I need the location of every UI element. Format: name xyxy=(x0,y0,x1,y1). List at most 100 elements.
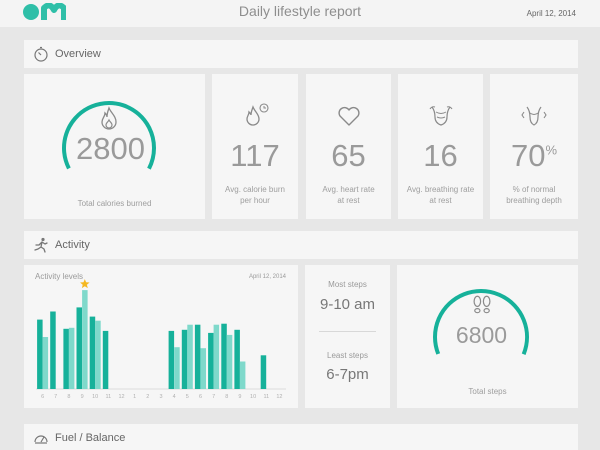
breathing-rate-value: 16 xyxy=(423,138,458,173)
report-date: April 12, 2014 xyxy=(526,9,576,18)
breathing-depth-number: 70 xyxy=(510,138,546,173)
calorie-burn-value: 117 xyxy=(230,138,280,173)
heart-rate-value: 65 xyxy=(331,138,366,173)
page-title: Daily lifestyle report xyxy=(238,3,362,19)
calories-value: 2800 xyxy=(76,131,145,166)
activity-bar[interactable] xyxy=(76,307,83,389)
hour-tick-label: 7 xyxy=(54,394,57,400)
calorie-burn-label-line1: Avg. calorie burn xyxy=(225,185,285,194)
hour-tick-label: 1 xyxy=(133,394,136,400)
overview-title: Overview xyxy=(55,48,101,60)
activity-bar[interactable] xyxy=(95,320,101,389)
most-steps-value: 9-10 am xyxy=(319,296,376,313)
activity-bar[interactable] xyxy=(37,319,43,389)
breathing-depth-value: 70% xyxy=(490,138,578,174)
footprints-icon xyxy=(473,295,491,314)
activity-bar[interactable] xyxy=(200,348,207,389)
activity-title: Activity xyxy=(55,239,90,251)
calories-label: Total calories burned xyxy=(77,199,152,208)
hour-tick-label: 10 xyxy=(250,394,256,400)
activity-bar[interactable] xyxy=(181,329,188,389)
fuel-balance-header[interactable]: Fuel / Balance xyxy=(24,424,578,450)
total-steps-card: 6800 Total steps xyxy=(397,265,578,408)
total-steps-label: Total steps xyxy=(468,387,507,396)
heart-rate-label-line2: at rest xyxy=(337,196,360,205)
total-steps-value: 6800 xyxy=(455,322,508,348)
hour-tick-label: 11 xyxy=(263,394,269,400)
activity-bar[interactable] xyxy=(213,324,220,389)
breathing-rate-label-line2: at rest xyxy=(429,196,452,205)
hour-tick-label: 7 xyxy=(212,394,215,400)
om-logo xyxy=(23,3,66,20)
top-bar: Daily lifestyle report April 12, 2014 xyxy=(0,0,600,27)
activity-header[interactable]: Activity xyxy=(24,231,578,259)
activity-bar[interactable] xyxy=(63,328,69,389)
activity-bar[interactable] xyxy=(187,324,193,389)
hour-tick-label: 6 xyxy=(41,394,44,400)
activity-bar[interactable] xyxy=(68,327,75,389)
calories-ring xyxy=(62,101,157,195)
steps-ring xyxy=(433,289,530,385)
hour-tick-label: 4 xyxy=(173,394,176,400)
activity-bar[interactable] xyxy=(50,311,56,390)
breathing-rate-label: Avg. breathing rate at rest xyxy=(404,184,477,206)
hour-tick-label: 12 xyxy=(276,394,282,400)
star-icon xyxy=(80,279,90,289)
chart-title: Activity levels xyxy=(35,272,84,281)
chart-date: April 12, 2014 xyxy=(248,274,286,280)
activity-bar[interactable] xyxy=(89,316,96,389)
runner-icon xyxy=(34,237,48,253)
chest-expand-icon xyxy=(521,106,547,126)
activity-chart-card: Activity levels April 12, 2014 6 7 8 9 10 11 1… xyxy=(24,265,298,408)
calories-card: 2800 Total calories burned xyxy=(24,74,205,219)
heart-rate-label: Avg. heart rate at rest xyxy=(312,184,385,206)
activity-bar[interactable] xyxy=(168,330,175,389)
most-steps-label: Most steps xyxy=(328,280,367,289)
hour-tick-label: 5 xyxy=(186,394,189,400)
activity-bar[interactable] xyxy=(174,347,180,389)
calorie-burn-label: Avg. calorie burn per hour xyxy=(218,184,292,206)
stat-card-calorie-burn: 117 Avg. calorie burn per hour xyxy=(212,74,298,219)
heart-rate-label-line1: Avg. heart rate xyxy=(322,185,375,194)
hour-tick-label: 8 xyxy=(67,394,70,400)
activity-bar[interactable] xyxy=(194,324,201,389)
hour-tick-label: 3 xyxy=(159,394,162,400)
hour-tick-label: 8 xyxy=(225,394,228,400)
least-steps-label: Least steps xyxy=(327,351,368,360)
steps-divider xyxy=(319,331,376,332)
least-steps-value: 6-7pm xyxy=(326,366,369,383)
activity-bar[interactable] xyxy=(221,323,227,389)
hour-tick-label: 9 xyxy=(238,394,241,400)
activity-bar[interactable] xyxy=(208,332,214,389)
breathing-depth-label-line2: breathing depth xyxy=(506,196,562,205)
breathing-rate-label-line1: Avg. breathing rate xyxy=(406,185,475,194)
hour-tick-label: 9 xyxy=(81,394,84,400)
activity-bar[interactable] xyxy=(102,330,109,389)
heart-icon xyxy=(337,106,360,126)
gauge-icon xyxy=(34,435,48,444)
stat-card-breathing-rate: 16 Avg. breathing rate at rest xyxy=(398,74,483,219)
activity-bar[interactable] xyxy=(260,355,267,389)
activity-bar[interactable] xyxy=(239,361,246,390)
activity-bar[interactable] xyxy=(42,337,49,389)
activity-bar[interactable] xyxy=(234,329,240,389)
stat-card-breathing-depth: 70% % of normal breathing depth xyxy=(490,74,578,219)
activity-bar[interactable] xyxy=(82,290,88,389)
fuel-balance-title: Fuel / Balance xyxy=(55,432,126,444)
activity-bar-chart: 6 7 8 9 10 11 12 1 2 3 4 5 6 7 8 9 10 11 12 xyxy=(36,279,286,400)
breathing-depth-label-line1: % of normal xyxy=(512,185,556,194)
percent-unit: % xyxy=(545,142,558,158)
activity-bar[interactable] xyxy=(226,334,233,389)
stat-card-heart-rate: 65 Avg. heart rate at rest xyxy=(306,74,391,219)
hour-tick-label: 2 xyxy=(146,394,149,400)
calorie-burn-label-line2: per hour xyxy=(240,196,270,205)
breathing-depth-label: % of normal breathing depth xyxy=(496,184,572,206)
hour-tick-label: 12 xyxy=(118,394,124,400)
hour-tick-label: 6 xyxy=(199,394,202,400)
overview-header[interactable]: Overview xyxy=(24,40,578,68)
flame-icon xyxy=(101,106,117,130)
flame-clock-icon xyxy=(246,103,269,126)
hour-tick-label: 11 xyxy=(106,394,112,400)
lungs-torso-icon xyxy=(429,106,452,126)
stopwatch-icon xyxy=(34,46,48,62)
